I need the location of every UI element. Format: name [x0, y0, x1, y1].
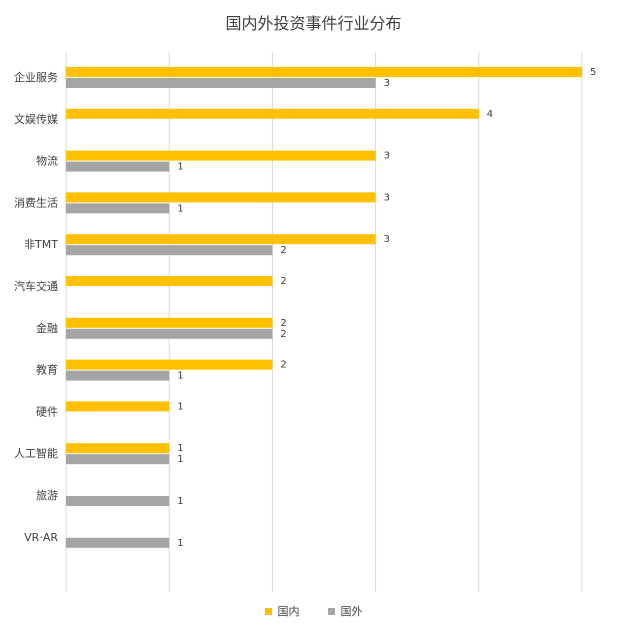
- bar-foreign[interactable]: [66, 161, 170, 172]
- category-label: 物流: [36, 154, 58, 168]
- data-label: 1: [177, 371, 183, 382]
- category-label: 人工智能: [14, 446, 58, 460]
- bar-foreign[interactable]: [66, 328, 273, 339]
- data-label: 1: [177, 203, 183, 214]
- data-label: 1: [177, 496, 183, 507]
- data-label: 1: [177, 401, 183, 412]
- legend-swatch-foreign: [327, 607, 335, 615]
- data-label: 2: [280, 329, 286, 340]
- chart-title: 国内外投资事件行业分布: [225, 14, 402, 33]
- bars: [66, 67, 582, 548]
- bar-foreign[interactable]: [66, 496, 170, 506]
- data-label: 2: [280, 245, 286, 256]
- data-label: 4: [487, 109, 493, 120]
- legend-item-domestic[interactable]: 国内: [264, 603, 300, 619]
- legend: 国内 国外: [0, 603, 627, 619]
- bar-foreign[interactable]: [66, 537, 170, 548]
- bar-foreign[interactable]: [66, 454, 170, 465]
- data-label: 1: [177, 443, 183, 454]
- data-label: 3: [384, 78, 390, 89]
- data-label: 1: [177, 454, 183, 465]
- data-label: 3: [384, 151, 390, 162]
- category-label: 消费生活: [14, 195, 58, 209]
- bar-domestic[interactable]: [66, 108, 479, 119]
- data-label: 2: [280, 276, 286, 287]
- category-label: 金融: [36, 321, 58, 335]
- category-label: 硬件: [36, 405, 58, 418]
- bar-foreign[interactable]: [66, 245, 273, 256]
- category-label: 文娱传媒: [14, 112, 58, 126]
- bar-domestic[interactable]: [66, 401, 170, 412]
- bar-domestic[interactable]: [66, 150, 376, 161]
- category-label: 教育: [36, 363, 58, 377]
- category-label: 汽车交通: [14, 279, 58, 293]
- legend-swatch-domestic: [264, 607, 272, 615]
- category-label: 旅游: [36, 488, 58, 502]
- data-label: 3: [384, 234, 390, 245]
- data-label: 5: [590, 67, 596, 78]
- bar-domestic[interactable]: [66, 317, 273, 328]
- bar-foreign[interactable]: [66, 203, 170, 214]
- category-label: 非TMT: [24, 238, 58, 251]
- data-label: 1: [177, 162, 183, 173]
- bar-domestic[interactable]: [66, 234, 376, 245]
- bar-domestic[interactable]: [66, 443, 170, 454]
- bar-foreign[interactable]: [66, 78, 376, 88]
- bar-domestic[interactable]: [66, 359, 273, 370]
- legend-item-foreign[interactable]: 国外: [327, 603, 363, 619]
- category-label: 企业服务: [14, 70, 58, 84]
- data-label: 1: [177, 538, 183, 549]
- bar-domestic[interactable]: [66, 192, 376, 203]
- data-label: 2: [280, 360, 286, 371]
- bar-domestic[interactable]: [66, 67, 582, 77]
- bar-foreign[interactable]: [66, 370, 170, 381]
- legend-label-foreign: 国外: [340, 605, 363, 618]
- category-label: VR·AR: [24, 531, 58, 544]
- bar-domestic[interactable]: [66, 276, 273, 286]
- legend-label-domestic: 国内: [277, 605, 300, 618]
- data-label: 3: [384, 192, 390, 203]
- data-label: 2: [280, 318, 286, 329]
